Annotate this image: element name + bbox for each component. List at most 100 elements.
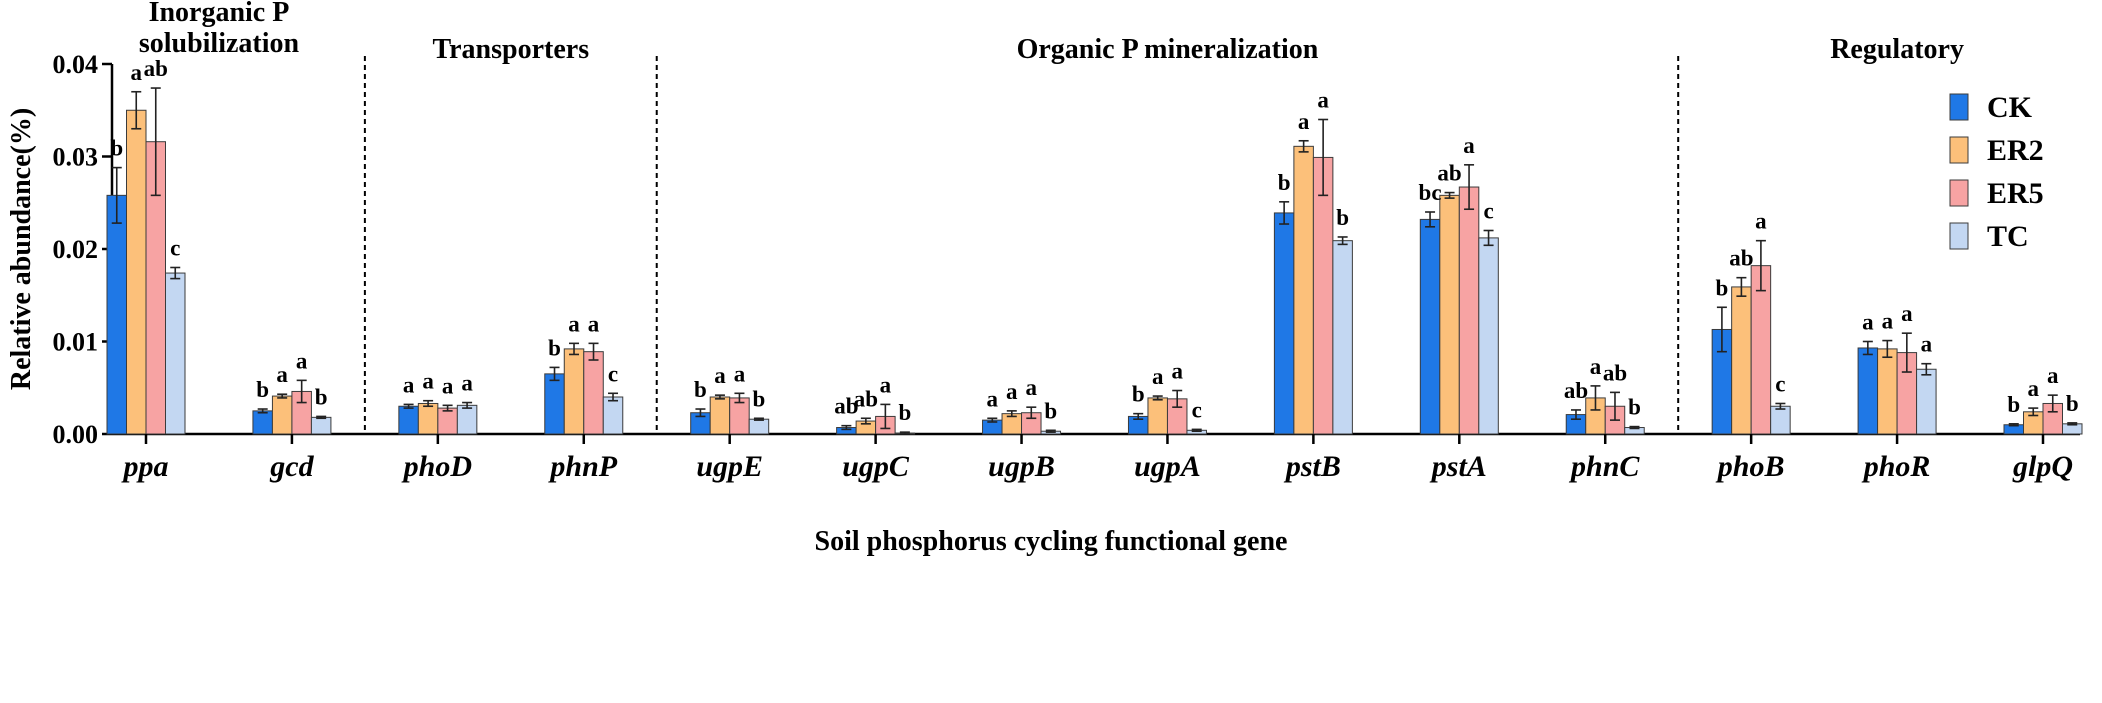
significance-letter: b: [548, 335, 561, 360]
significance-letter: a: [1901, 301, 1913, 326]
significance-letter: ab: [854, 386, 878, 411]
significance-letter: ab: [1564, 378, 1588, 403]
significance-letter: b: [1278, 170, 1291, 195]
significance-letter: a: [1921, 332, 1933, 357]
significance-letter: a: [1152, 364, 1164, 389]
legend-label: TC: [1987, 220, 2029, 253]
significance-letter: b: [1628, 395, 1641, 420]
significance-letter: b: [694, 377, 707, 402]
legend-swatch: [1949, 136, 1969, 164]
bar: [310, 416, 332, 435]
y-axis-title: Relative abundance(%): [6, 108, 37, 390]
significance-letter: a: [880, 372, 892, 397]
bar: [1916, 368, 1937, 435]
significance-letter: a: [1862, 310, 1874, 335]
significance-letter: a: [442, 373, 454, 398]
significance-letter: ab: [1437, 161, 1461, 186]
x-tick-label: glpQ: [2012, 450, 2073, 483]
bar: [1857, 347, 1879, 435]
legend-swatch: [1949, 179, 1969, 207]
bar: [748, 418, 770, 435]
section-dividers: [363, 56, 1680, 434]
section-label: Regulatory: [1830, 34, 1964, 65]
significance-letter: c: [1192, 397, 1202, 422]
x-tick-label: pstA: [1429, 450, 1487, 483]
bar: [563, 348, 585, 435]
error-bars: [111, 87, 2078, 435]
bar: [602, 396, 624, 435]
significance-letter: a: [1590, 354, 1602, 379]
bar: [1273, 212, 1295, 435]
x-tick-label: ppa: [121, 450, 169, 483]
x-tick-label: gcd: [269, 450, 314, 483]
significance-letter: a: [131, 60, 143, 85]
bar: [1312, 156, 1334, 435]
significance-letter: b: [1044, 398, 1057, 423]
bar: [1147, 397, 1168, 435]
y-tick-label: 0.02: [53, 235, 99, 264]
bar: [1731, 286, 1752, 435]
y-tick-label: 0.04: [53, 50, 99, 79]
bar: [398, 405, 419, 435]
significance-letter: a: [1026, 375, 1038, 400]
significance-letter: ab: [834, 394, 858, 419]
significance-letter: ab: [144, 56, 168, 81]
x-tick-label: phnP: [547, 450, 617, 483]
x-tick-label: ugpA: [1134, 450, 1201, 483]
significance-letter: a: [987, 386, 999, 411]
section-label: solubilization: [139, 28, 300, 59]
significance-letter: a: [734, 361, 746, 386]
significance-letter: a: [1171, 359, 1183, 384]
significance-letter: ab: [1603, 360, 1627, 385]
bar: [456, 404, 478, 435]
significance-letter: a: [1463, 133, 1475, 158]
bar: [1293, 145, 1314, 435]
significance-letter: b: [2007, 392, 2020, 417]
significance-letter: a: [403, 372, 415, 397]
y-tick-label: 0.00: [53, 420, 99, 449]
significance-letter: a: [1006, 379, 1018, 404]
significance-letter: c: [608, 361, 618, 386]
bar: [252, 410, 273, 435]
significance-letter: b: [315, 384, 328, 409]
bar: [417, 402, 439, 435]
significance-letter: b: [753, 386, 766, 411]
legend: CK ER2 ER5 TC: [1949, 91, 2044, 253]
legend-label: ER2: [1987, 134, 2044, 167]
significance-letter: a: [714, 363, 726, 388]
bar: [709, 396, 731, 435]
significance-letter: a: [568, 311, 580, 336]
y-ticks: 0.00 0.01 0.02 0.03 0.04: [53, 50, 112, 449]
x-tick-label: phoB: [1715, 450, 1785, 483]
x-tick-label: ugpE: [696, 450, 763, 483]
x-tick-label: phoR: [1861, 450, 1931, 483]
bar: [1332, 240, 1353, 435]
significance-letter: b: [1132, 382, 1145, 407]
significance-letter: c: [170, 236, 180, 261]
bar: [437, 407, 458, 435]
significance-letter: a: [2047, 363, 2059, 388]
bar: [126, 109, 147, 435]
significance-letter: ab: [1729, 246, 1753, 271]
significance-letter: a: [296, 348, 308, 373]
significance-letter: b: [2066, 391, 2079, 416]
significance-letter: bc: [1419, 180, 1442, 205]
x-tick-label: pstB: [1283, 450, 1341, 483]
bar: [271, 395, 293, 435]
significance-letter: a: [461, 371, 473, 396]
bar: [583, 351, 604, 435]
section-label: Transporters: [433, 34, 590, 65]
section-label: Organic P mineralization: [1017, 34, 1319, 65]
x-tick-labels: ppa gcd phoD phnP ugpE ugpC ugpB ugpA pstB pstA ph…: [121, 434, 2073, 483]
significance-letter: a: [1317, 88, 1329, 113]
significance-letter: a: [2028, 376, 2040, 401]
significance-letter: c: [1483, 199, 1493, 224]
y-tick-label: 0.03: [53, 143, 99, 172]
section-label: Inorganic P: [149, 0, 290, 28]
x-tick-label: phnC: [1568, 450, 1640, 483]
legend-label: CK: [1987, 91, 2033, 124]
significance-letter: a: [1882, 309, 1894, 334]
